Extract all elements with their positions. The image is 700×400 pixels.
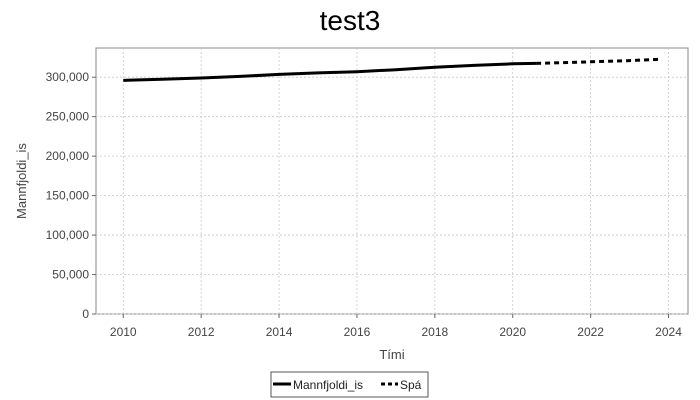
x-tick-label: 2022 [577,325,604,339]
y-tick-label: 300,000 [46,70,90,84]
y-tick-label: 50,000 [52,268,89,282]
series-layer [123,57,659,82]
legend-label-mannfjoldi: Mannfjoldi_is [293,378,363,392]
legend-label-spa: Spá [400,378,422,392]
series-line-spa [536,57,659,65]
x-tick-label: 2012 [188,325,215,339]
x-tick-label: 2016 [344,325,371,339]
x-axis-label: Tími [379,347,404,362]
x-axis: 2010 2012 2014 2016 2018 2020 2022 2024 [110,314,682,339]
y-tick-label: 0 [82,307,89,321]
series-line-mannfjoldi [123,61,537,82]
y-tick-label: 250,000 [46,110,90,124]
grid-lines [96,48,688,315]
y-tick-label: 150,000 [46,189,90,203]
x-tick-label: 2010 [110,325,137,339]
chart-title: test3 [320,5,381,36]
y-tick-label: 200,000 [46,149,90,163]
y-tick-label: 100,000 [46,228,90,242]
x-tick-label: 2024 [655,325,682,339]
plot-area [95,47,689,315]
legend: Mannfjoldi_is Spá [270,371,429,398]
legend-box [270,371,429,398]
y-axis: 0 50,000 100,000 150,000 200,000 250,000 300,0… [46,70,96,321]
x-tick-label: 2018 [421,325,448,339]
x-tick-label: 2020 [499,325,526,339]
x-tick-label: 2014 [266,325,293,339]
y-axis-label: Mannfjoldi_is [14,143,29,219]
